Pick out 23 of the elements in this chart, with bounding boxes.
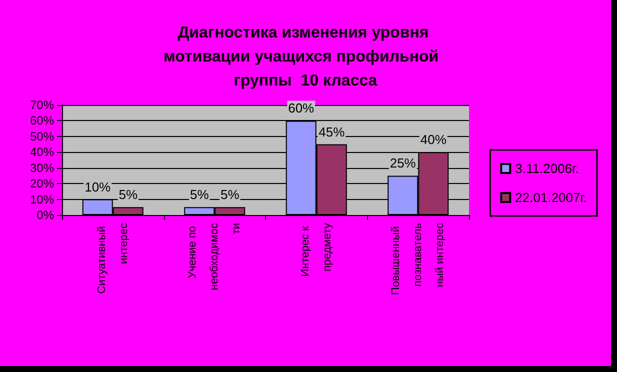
data-label: 60% (288, 100, 315, 116)
y-tick-label: 0% (36, 208, 54, 222)
y-tick-label: 50% (30, 129, 54, 144)
legend-label: 3.11.2006г. (515, 161, 579, 176)
x-tick-label: Учение по необходимости (186, 222, 243, 290)
data-label: 5% (190, 187, 210, 202)
y-tick-label: 30% (30, 160, 54, 175)
legend-label: 22.01.2007г. (515, 190, 588, 205)
data-label: 45% (318, 124, 346, 140)
y-tick-label: 40% (30, 145, 54, 160)
y-tick-label: 20% (30, 176, 54, 191)
data-label: 25% (390, 156, 416, 171)
y-tick-label: 60% (30, 114, 54, 128)
data-label: 10% (84, 179, 112, 194)
data-label: 5% (118, 187, 138, 202)
x-tick-label: Ситуативный интерес (96, 222, 130, 294)
data-label: 5% (220, 187, 240, 202)
x-tick-label: Интерес к предмету (299, 222, 334, 277)
chart-title: Диагностика изменения уровня мотивации учащихся профильной группы 10 класса (164, 24, 448, 90)
y-tick-label: 10% (30, 192, 54, 206)
data-label: 40% (420, 132, 447, 148)
y-tick-label: 70% (30, 98, 54, 112)
x-tick-label: Повышенный познавательный интерес (390, 222, 446, 295)
